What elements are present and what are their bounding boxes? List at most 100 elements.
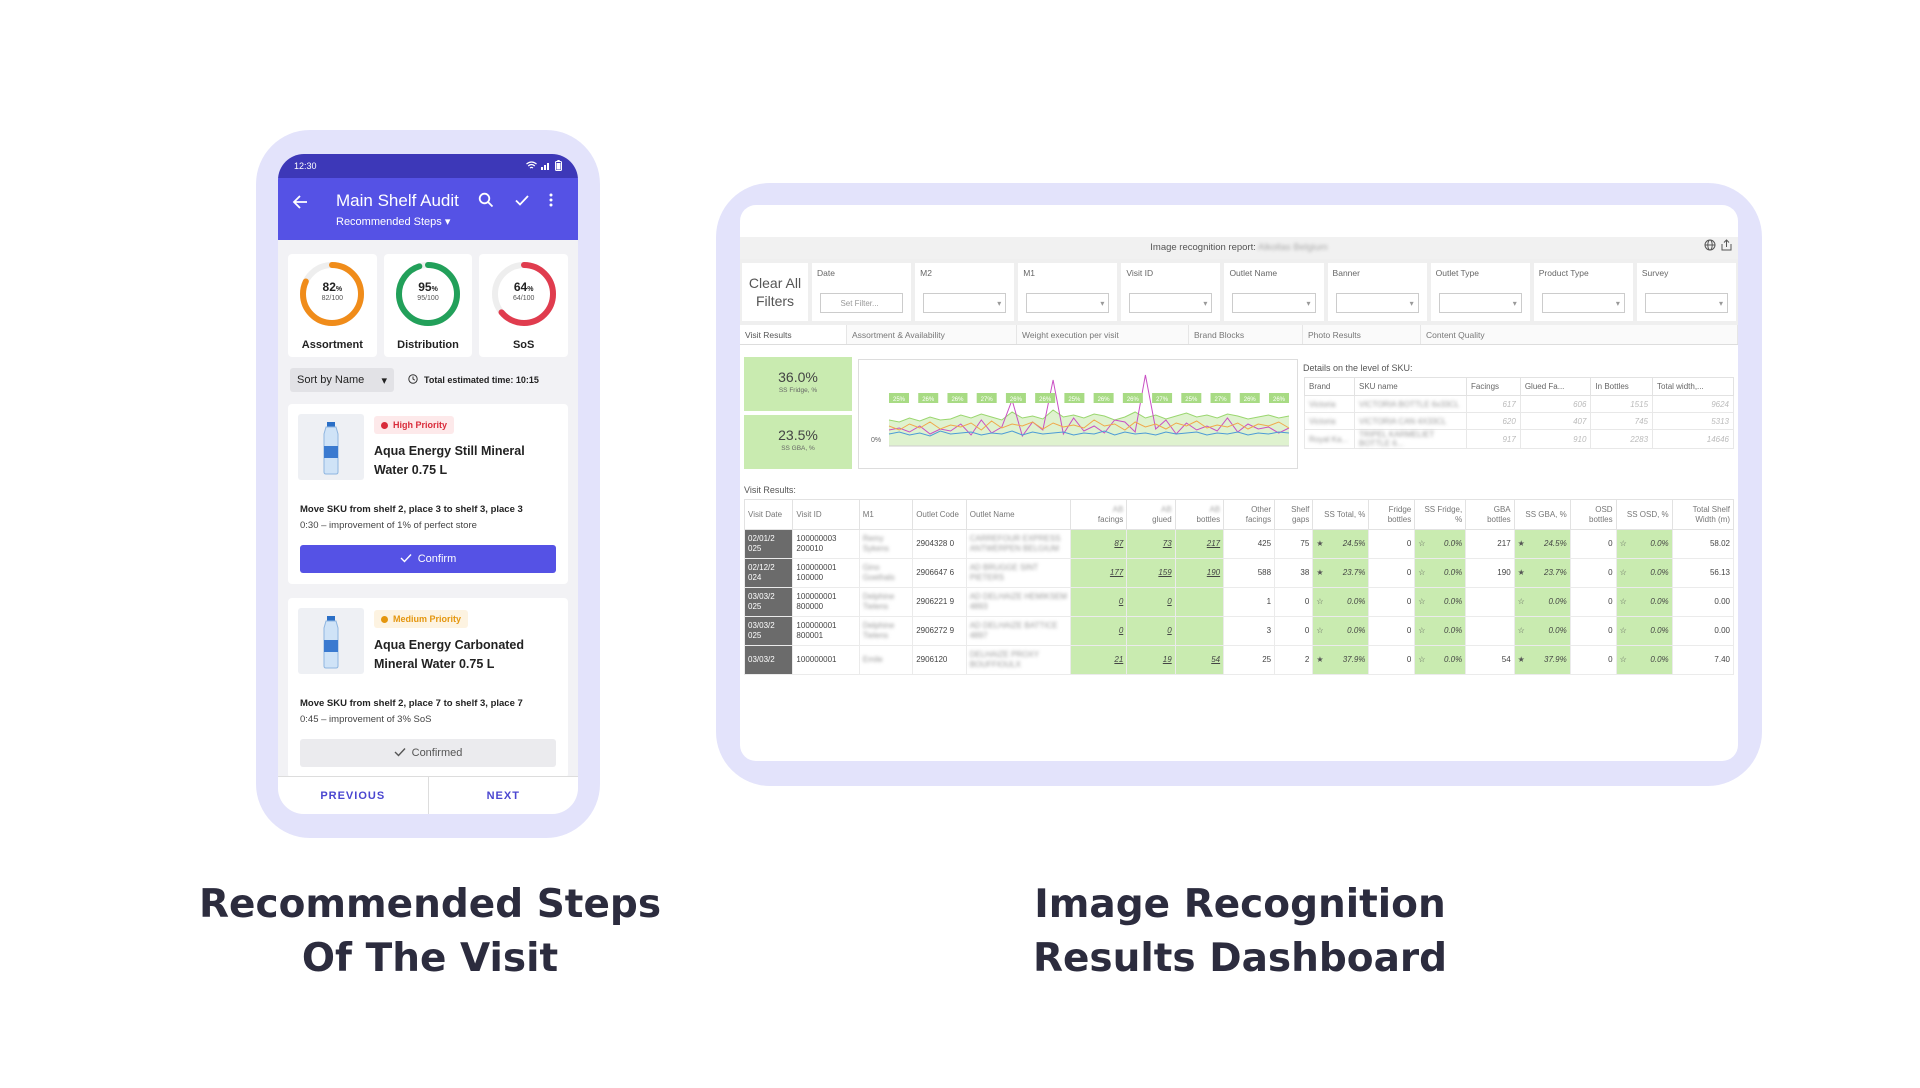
tab-weight-execution[interactable]: Weight execution per visit	[1017, 325, 1189, 344]
visit-col-header[interactable]: Fridge bottles	[1368, 499, 1416, 530]
score-card-sos[interactable]: 64% 64/100 SoS	[479, 254, 569, 357]
report-title-blurred: Alkollas Belgium	[1258, 242, 1328, 253]
table-row[interactable]: 02/01/2 025 100000003 200010 Remy Sykens 29…	[743, 529, 1735, 559]
sku-cell: 620	[1466, 412, 1521, 430]
visit-col-header[interactable]: Visit Date	[743, 499, 794, 530]
cell-value: 0.0%	[1650, 626, 1669, 635]
visit-col-label: Shelf gaps	[1291, 504, 1310, 524]
banner-dropdown[interactable]: ▾	[1335, 293, 1419, 313]
cell-gaps: 2	[1274, 645, 1314, 675]
table-row[interactable]: 03/03/2 100000001 Emile 2906120 DELHAIZE PRO…	[743, 645, 1735, 675]
tab-visit-results[interactable]: Visit Results	[740, 325, 847, 344]
cell-name: DELHAIZE PROXY BOUFFIOULX	[965, 645, 1072, 675]
sku-cell: 1515	[1590, 395, 1654, 413]
cell-other: 25	[1223, 645, 1276, 675]
visit-col-header[interactable]: Other facings	[1223, 499, 1276, 530]
confirmed-button[interactable]: Confirmed	[300, 739, 556, 767]
tab-photo-results[interactable]: Photo Results	[1303, 325, 1421, 344]
back-arrow-icon[interactable]	[292, 194, 308, 214]
check-icon[interactable]	[514, 192, 530, 213]
product-type-dropdown[interactable]: ▾	[1541, 293, 1625, 313]
next-button[interactable]: NEXT	[486, 789, 520, 802]
visit-col-header[interactable]: SS Total, %	[1312, 499, 1370, 530]
sku-table: Brand SKU name Facings Glued Fa... In Bo…	[1304, 377, 1734, 449]
sort-dropdown[interactable]: Sort by Name ▾	[290, 368, 394, 392]
clear-all-filters-button[interactable]: Clear All Filters	[742, 263, 808, 321]
visit-col-header[interactable]: GBA bottles	[1465, 499, 1515, 530]
visit-col-header[interactable]: AB bottles	[1174, 499, 1225, 530]
wifi-icon	[526, 160, 537, 172]
distribution-frac: 95/100	[417, 295, 439, 302]
visit-col-header[interactable]: Total Shelf Width (m)	[1671, 499, 1735, 530]
cell-ss-gba: ★ 37.9%	[1513, 645, 1571, 675]
sku-row[interactable]: Victoria VICTORIA BOTTLE 6x33CL 617 606 1515…	[1304, 395, 1734, 413]
search-icon[interactable]	[478, 192, 494, 213]
cell-value: 0.0%	[1650, 597, 1669, 606]
sku-col-header[interactable]: Brand	[1304, 377, 1355, 396]
cell-value: 24.5%	[1342, 539, 1366, 548]
move-instruction: Move SKU from shelf 2, place 7 to shelf …	[300, 698, 523, 709]
priority-dot	[381, 615, 388, 623]
star-outline-icon: ☆	[1619, 539, 1627, 548]
visit-col-header[interactable]: OSD bottles	[1569, 499, 1617, 530]
sku-row[interactable]: Victoria VICTORIA CAN 4X33CL 620 407 745 5313	[1304, 412, 1734, 430]
visit-col-label: facings	[1097, 514, 1124, 524]
previous-button[interactable]: PREVIOUS	[278, 777, 429, 814]
cell-bottles: 54	[1174, 645, 1225, 675]
cell-gaps: 38	[1274, 558, 1314, 588]
table-row[interactable]: 03/03/2 025 100000001 800000 Delphine Tiel…	[743, 587, 1735, 617]
export-icon[interactable]	[1721, 237, 1732, 259]
data-label-box	[1210, 393, 1231, 403]
check-icon	[394, 747, 406, 760]
visit-col-header[interactable]: SS GBA, %	[1513, 499, 1571, 530]
score-card-distribution[interactable]: 95% 95/100 Distribution	[383, 254, 473, 357]
visit-col-header[interactable]: SS OSD, %	[1615, 499, 1673, 530]
filter-date: Date Set Filter...	[812, 263, 912, 321]
caption-image-recognition: Image Recognition Results Dashboard	[990, 878, 1490, 986]
visit-col-header[interactable]: Outlet Code	[912, 499, 967, 530]
tab-content-quality[interactable]: Content Quality	[1421, 325, 1738, 344]
sku-details-heading: Details on the level of SKU:	[1303, 363, 1413, 373]
outlet-name-dropdown[interactable]: ▾	[1232, 293, 1316, 313]
table-row[interactable]: 02/12/2 024 100000001 100000 Gino Goethals…	[743, 558, 1735, 588]
star-outline-icon: ☆	[1418, 626, 1426, 635]
confirm-button[interactable]: Confirm	[300, 545, 556, 573]
visit-col-header[interactable]: M1	[858, 499, 914, 530]
caption-line: Image Recognition	[1034, 882, 1446, 927]
priority-badge: High Priority	[374, 416, 455, 434]
filter-label: M2	[920, 268, 932, 278]
sku-col-header[interactable]: Glued Fa...	[1519, 377, 1592, 396]
visit-col-header[interactable]: AB facings	[1070, 499, 1128, 530]
data-label: 26%	[1127, 397, 1140, 403]
cell-m1: Delphine Tielens	[858, 587, 914, 617]
visit-col-header[interactable]: AB glued	[1126, 499, 1176, 530]
table-row[interactable]: 03/03/2 025 100000001 800001 Delphine Tiel…	[743, 616, 1735, 646]
sku-col-header[interactable]: Total width,...	[1652, 377, 1734, 396]
visit-col-header[interactable]: Shelf gaps	[1274, 499, 1314, 530]
m2-dropdown[interactable]: ▾	[923, 293, 1007, 313]
caret-down-icon: ▾	[381, 374, 387, 387]
sku-col-header[interactable]: SKU name	[1354, 377, 1467, 396]
cell-value: 0.0%	[1444, 626, 1463, 635]
subtitle-dropdown[interactable]: Recommended Steps ▾	[336, 215, 450, 228]
data-label-box	[1152, 393, 1173, 403]
visit-col-header[interactable]: SS Fridge, %	[1414, 499, 1467, 530]
sku-row[interactable]: Royal Ka... TRIPEL KARMELIET BOTTLE 6... 9…	[1304, 429, 1734, 449]
sku-col-header[interactable]: In Bottles	[1590, 377, 1654, 396]
visit-id-dropdown[interactable]: ▾	[1129, 293, 1213, 313]
globe-icon[interactable]	[1704, 237, 1716, 259]
visit-col-header[interactable]: Visit ID	[792, 499, 860, 530]
star-outline-icon: ☆	[1418, 568, 1426, 577]
tab-assortment-availability[interactable]: Assortment & Availability	[847, 325, 1017, 344]
m1-dropdown[interactable]: ▾	[1026, 293, 1110, 313]
more-vert-icon[interactable]	[548, 192, 554, 213]
score-card-assortment[interactable]: 82% 82/100 Assortment	[288, 254, 377, 357]
caption-line: Recommended Steps	[198, 882, 662, 927]
date-filter-input[interactable]: Set Filter...	[820, 293, 904, 313]
sku-col-header[interactable]: Facings	[1466, 377, 1521, 396]
survey-dropdown[interactable]: ▾	[1644, 293, 1728, 313]
tab-brand-blocks[interactable]: Brand Blocks	[1189, 325, 1303, 344]
cell-code: 2906647 6	[912, 558, 967, 588]
outlet-type-dropdown[interactable]: ▾	[1438, 293, 1522, 313]
visit-col-header[interactable]: Outlet Name	[965, 499, 1072, 530]
